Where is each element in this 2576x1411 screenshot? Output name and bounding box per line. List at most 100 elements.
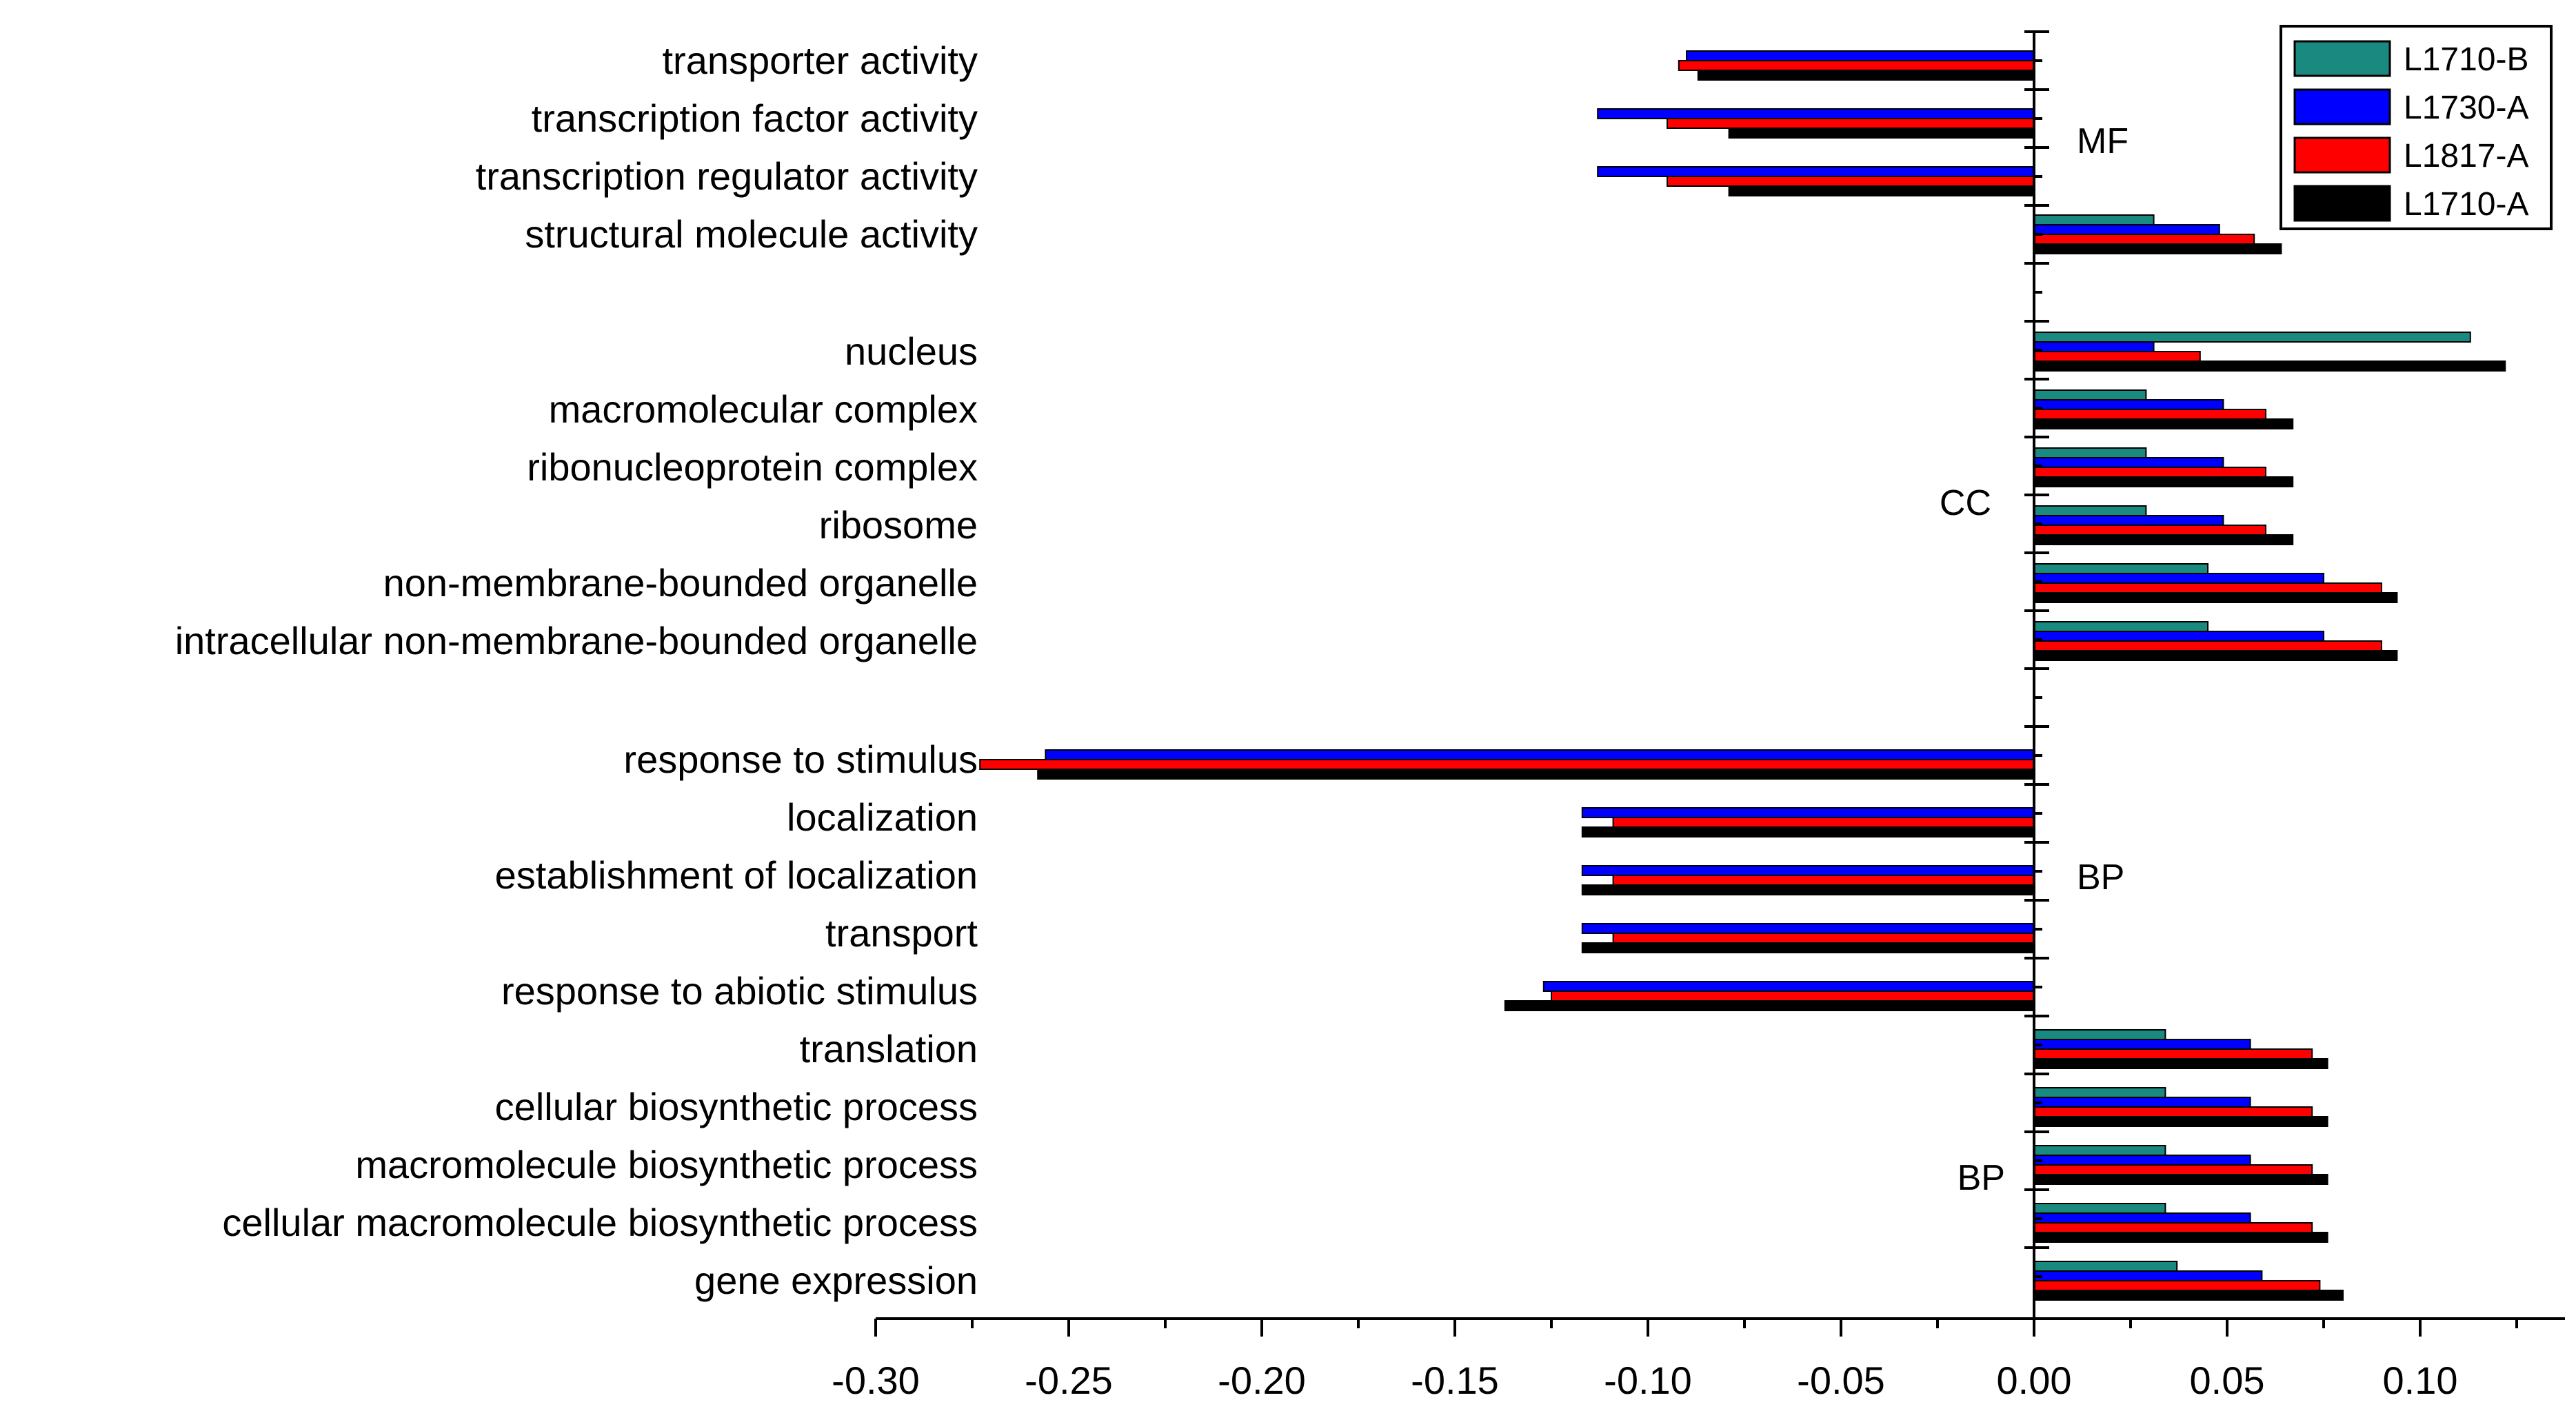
bar-l1710-a-establishment-of-localization [1581, 884, 2035, 895]
bar-l1817-a-nucleus [2033, 351, 2201, 362]
bar-l1710-b-translation [2033, 1029, 2166, 1040]
bar-l1817-a-cellular-biosynthetic-process [2033, 1106, 2313, 1117]
bar-l1710-b-macromolecule-biosynthetic-process [2033, 1145, 2166, 1156]
x-tick-label: 0.05 [2190, 1359, 2265, 1402]
legend-swatch-l1817-a [2293, 136, 2391, 174]
category-label: macromolecule biosynthetic process [355, 1143, 978, 1186]
category-label: structural molecule activity [525, 212, 978, 256]
bars-layer [979, 50, 2506, 1301]
category-label: transport [825, 911, 978, 955]
bar-l1710-a-ribosome [2033, 534, 2294, 545]
bar-l1710-a-macromolecule-biosynthetic-process [2033, 1174, 2328, 1185]
bar-l1730-a-gene-expression [2033, 1270, 2263, 1281]
bar-l1730-a-transcription-regulator-activity [1597, 166, 2035, 177]
category-label: ribonucleoprotein complex [527, 445, 978, 489]
bar-l1817-a-transcription-regulator-activity [1667, 176, 2035, 187]
bar-l1817-a-localization [1612, 817, 2035, 828]
x-tick-label: -0.30 [832, 1359, 920, 1402]
bar-l1730-a-ribonucleoprotein-complex [2033, 457, 2224, 468]
legend: L1710-B L1730-A L1817-A L1710-A [2280, 25, 2553, 230]
category-label: nucleus [845, 329, 978, 373]
x-tick-label: -0.20 [1218, 1359, 1306, 1402]
bar-l1730-a-transport [1581, 923, 2035, 934]
legend-label-l1817-a: L1817-A [2404, 138, 2528, 174]
legend-label-l1710-b: L1710-B [2404, 41, 2528, 78]
bar-l1817-a-cellular-macromolecule-biosynthetic-process [2033, 1222, 2313, 1233]
bar-l1710-a-ribonucleoprotein-complex [2033, 476, 2294, 487]
bar-l1730-a-transcription-factor-activity [1597, 108, 2035, 119]
bar-l1817-a-intracellular-non-membrane-bounded-organelle [2033, 640, 2382, 651]
bar-l1710-a-cellular-biosynthetic-process [2033, 1116, 2328, 1127]
bar-l1710-b-nucleus [2033, 332, 2471, 343]
bar-l1730-a-intracellular-non-membrane-bounded-organelle [2033, 631, 2324, 642]
bar-l1817-a-transporter-activity [1678, 60, 2035, 71]
bar-l1730-a-macromolecule-biosynthetic-process [2033, 1155, 2251, 1166]
bar-l1710-a-transcription-regulator-activity [1728, 185, 2035, 196]
category-labels: transporter activity transcription factor… [175, 39, 978, 1302]
bar-l1817-a-ribonucleoprotein-complex [2033, 467, 2266, 478]
bar-l1817-a-structural-molecule-activity [2033, 234, 2255, 245]
category-label: establishment of localization [495, 853, 978, 897]
bar-l1817-a-establishment-of-localization [1612, 875, 2035, 886]
bar-l1710-b-structural-molecule-activity [2033, 214, 2155, 225]
category-label: gene expression [694, 1259, 978, 1302]
bar-l1710-b-cellular-biosynthetic-process [2033, 1087, 2166, 1098]
bar-l1817-a-non-membrane-bounded-organelle [2033, 582, 2382, 593]
bar-l1710-a-cellular-macromolecule-biosynthetic-process [2033, 1232, 2328, 1243]
legend-label-l1730-a: L1730-A [2404, 90, 2528, 126]
bar-l1817-a-translation [2033, 1048, 2313, 1059]
x-tick-label: -0.25 [1025, 1359, 1113, 1402]
group-label-bp-3: BP [1958, 1158, 2005, 1198]
axes: -0.30 -0.25 -0.20 -0.15 -0.10 -0.05 0.00 0.05 0.… [832, 30, 2565, 1402]
group-label-cc-1: CC [1940, 483, 1991, 523]
bar-l1730-a-establishment-of-localization [1581, 865, 2035, 876]
x-tick-label: 0.10 [2383, 1359, 2458, 1402]
bar-l1730-a-response-to-stimulus [1045, 749, 2035, 760]
bar-l1710-a-nucleus [2033, 361, 2506, 372]
bar-l1710-b-intracellular-non-membrane-bounded-organelle [2033, 621, 2208, 632]
bar-l1710-a-gene-expression [2033, 1290, 2344, 1301]
bar-l1730-a-ribosome [2033, 515, 2224, 526]
bar-l1710-b-macromolecular-complex [2033, 389, 2147, 400]
bar-l1730-a-nucleus [2033, 341, 2155, 352]
bar-l1710-a-non-membrane-bounded-organelle [2033, 592, 2398, 603]
bar-l1730-a-transporter-activity [1686, 50, 2035, 61]
bar-l1710-a-intracellular-non-membrane-bounded-organelle [2033, 650, 2398, 661]
bar-l1730-a-localization [1581, 807, 2035, 818]
bar-l1730-a-non-membrane-bounded-organelle [2033, 573, 2324, 584]
category-label: cellular biosynthetic process [495, 1085, 978, 1128]
group-label-bp-2: BP [2077, 857, 2124, 897]
group-label-mf-0: MF [2077, 121, 2129, 161]
bar-l1710-a-transport [1581, 942, 2035, 953]
legend-swatch-l1730-a [2293, 88, 2391, 125]
legend-swatch-l1710-b [2293, 40, 2391, 77]
category-label: ribosome [819, 503, 978, 547]
category-label: transcription factor activity [532, 97, 978, 140]
category-label: transporter activity [663, 39, 978, 82]
legend-swatch-l1710-a [2293, 185, 2391, 222]
bar-l1817-a-gene-expression [2033, 1280, 2321, 1291]
category-label: response to stimulus [623, 738, 978, 781]
bar-l1817-a-macromolecular-complex [2033, 409, 2266, 420]
bar-l1817-a-macromolecule-biosynthetic-process [2033, 1164, 2313, 1175]
category-label: intracellular non-membrane-bounded organ… [175, 619, 978, 662]
category-label: localization [787, 795, 978, 839]
bar-l1710-a-response-to-abiotic-stimulus [1504, 1000, 2035, 1011]
bar-l1710-b-ribosome [2033, 505, 2147, 516]
bar-l1710-a-localization [1581, 826, 2035, 838]
bar-l1817-a-ribosome [2033, 525, 2266, 536]
bar-l1710-a-translation [2033, 1058, 2328, 1069]
x-tick-label: -0.05 [1797, 1359, 1885, 1402]
bar-l1710-a-macromolecular-complex [2033, 418, 2294, 429]
bar-l1817-a-response-to-stimulus [979, 759, 2035, 770]
category-label: transcription regulator activity [476, 154, 978, 198]
bar-l1730-a-macromolecular-complex [2033, 399, 2224, 410]
category-label: cellular macromolecule biosynthetic proc… [222, 1201, 978, 1244]
bar-l1817-a-transcription-factor-activity [1667, 118, 2035, 129]
bar-l1730-a-cellular-biosynthetic-process [2033, 1097, 2251, 1108]
x-tick-label: 0.00 [1997, 1359, 2072, 1402]
category-label: non-membrane-bounded organelle [383, 561, 978, 605]
category-label: response to abiotic stimulus [501, 969, 978, 1013]
legend-label-l1710-a: L1710-A [2404, 186, 2528, 223]
